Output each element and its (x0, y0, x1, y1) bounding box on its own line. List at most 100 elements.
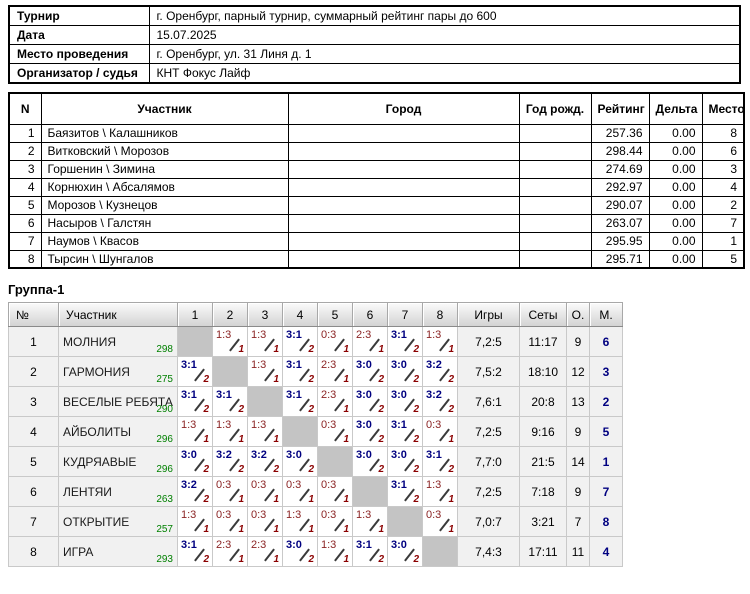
team-rating: 296 (156, 464, 173, 475)
match-score: 3:0 (356, 359, 372, 371)
match-score: 3:0 (356, 449, 372, 461)
team-name: ВЕСЕЛЫЕ РЕБЯТА (63, 394, 173, 409)
team-cell: АЙБОЛИТЫ 296 (58, 416, 178, 447)
team-points-total: 9 (566, 476, 590, 507)
participants-header-row: N Участник Город Год рожд. Рейтинг Дельта Мест… (8, 92, 745, 125)
participants-column-header: Дельта (648, 92, 703, 125)
group-column-header: 8 (422, 302, 458, 327)
team-place: 1 (589, 446, 623, 477)
match-score: 0:3 (426, 419, 442, 431)
participant-number: 4 (8, 177, 42, 197)
match-score: 1:3 (356, 509, 372, 521)
info-row: Место проведения г. Оренбург, ул. 31 Линя… (8, 44, 741, 64)
group-column-header: 5 (317, 302, 353, 327)
match-points: 2 (308, 344, 314, 355)
match-score: 3:0 (356, 419, 372, 431)
match-points: 2 (413, 554, 419, 565)
match-result-cell: 0:3 1 (282, 476, 318, 507)
match-result-cell: 1:3 1 (212, 326, 248, 357)
participant-delta: 0.00 (648, 195, 703, 215)
participant-name: Наумов \ Квасов (40, 231, 289, 251)
match-result-cell: 2:3 1 (352, 326, 388, 357)
team-number: 7 (8, 506, 59, 537)
participant-name: Насыров \ Галстян (40, 213, 289, 233)
match-score: 3:1 (426, 449, 442, 461)
participant-row: 5 Морозов \ Кузнецов 290.07 0.00 2 (8, 195, 745, 215)
team-place: 5 (589, 416, 623, 447)
match-result-cell: 1:3 1 (422, 326, 458, 357)
match-result-cell: 0:3 1 (212, 476, 248, 507)
group-row: 2 ГАРМОНИЯ 275 3:1 2 1:3 1 3:1 2 2:3 1 3:0 2 3:0 2 3:2 2… (8, 356, 623, 387)
match-points: 2 (413, 404, 419, 415)
participant-place: 5 (701, 249, 745, 269)
team-sets: 7:18 (519, 476, 567, 507)
participant-city (287, 249, 520, 269)
match-points: 2 (378, 554, 384, 565)
participant-rating: 298.44 (590, 141, 650, 161)
match-points: 1 (378, 524, 384, 535)
participant-row: 7 Наумов \ Квасов 295.95 0.00 1 (8, 231, 745, 251)
match-result-cell: 2:3 1 (247, 536, 283, 567)
group-row: 3 ВЕСЕЛЫЕ РЕБЯТА 290 3:1 2 3:1 2 3:1 2 2:3 1 3:0 2 3:… (8, 386, 623, 417)
match-score: 3:1 (286, 359, 302, 371)
match-score: 3:1 (391, 479, 407, 491)
match-result-cell: 0:3 1 (422, 506, 458, 537)
participant-place: 6 (701, 141, 745, 161)
team-place: 3 (589, 356, 623, 387)
match-points: 1 (273, 524, 279, 535)
match-result-cell: 3:1 2 (212, 386, 248, 417)
participants-table: N Участник Город Год рожд. Рейтинг Дельта Мест… (8, 92, 745, 269)
team-cell: КУДРЯАВЫЕ 296 (58, 446, 178, 477)
team-sets: 20:8 (519, 386, 567, 417)
match-result-cell: 3:2 2 (212, 446, 248, 477)
group-table-body: 1 МОЛНИЯ 298 1:3 1 1:3 1 3:1 2 0:3 1 2:3 1 3:1 2 1:3 1 7,… (8, 326, 623, 567)
match-score: 3:2 (216, 449, 232, 461)
diagonal-cell (282, 416, 318, 447)
match-score: 3:1 (356, 539, 372, 551)
match-score: 3:1 (286, 389, 302, 401)
team-games: 7,5:2 (457, 356, 520, 387)
team-number: 3 (8, 386, 59, 417)
match-score: 2:3 (321, 389, 337, 401)
team-name: ИГРА (63, 544, 94, 559)
match-result-cell: 1:3 1 (282, 506, 318, 537)
match-score: 1:3 (216, 329, 232, 341)
participant-place: 2 (701, 195, 745, 215)
match-score: 3:1 (286, 329, 302, 341)
match-result-cell: 0:3 1 (317, 326, 353, 357)
match-result-cell: 3:0 2 (387, 446, 423, 477)
info-row: Организатор / судья КНТ Фокус Лайф (8, 63, 741, 84)
participant-place: 3 (701, 159, 745, 179)
info-row: Дата 15.07.2025 (8, 25, 741, 45)
match-score: 3:2 (426, 389, 442, 401)
match-result-cell: 3:0 2 (282, 536, 318, 567)
match-points: 2 (448, 404, 454, 415)
participants-column-header: Место (701, 92, 745, 125)
participant-delta: 0.00 (648, 213, 703, 233)
match-points: 2 (203, 554, 209, 565)
match-points: 2 (308, 374, 314, 385)
team-cell: ЛЕНТЯИ 263 (58, 476, 178, 507)
team-cell: ГАРМОНИЯ 275 (58, 356, 178, 387)
team-sets: 3:21 (519, 506, 567, 537)
team-games: 7,2:5 (457, 416, 520, 447)
team-number: 2 (8, 356, 59, 387)
match-score: 3:2 (181, 479, 197, 491)
participant-rating: 295.71 (590, 249, 650, 269)
participant-city (287, 195, 520, 215)
team-games: 7,6:1 (457, 386, 520, 417)
match-points: 2 (413, 434, 419, 445)
info-row: Турнир г. Оренбург, парный турнир, суммар… (8, 5, 741, 26)
match-points: 1 (448, 344, 454, 355)
group-row: 1 МОЛНИЯ 298 1:3 1 1:3 1 3:1 2 0:3 1 2:3 1 3:1 2 1:3 1 7,… (8, 326, 623, 357)
participant-city (287, 231, 520, 251)
team-place: 6 (589, 326, 623, 357)
participant-row: 8 Тырсин \ Шунгалов 295.71 0.00 5 (8, 249, 745, 269)
match-points: 1 (378, 344, 384, 355)
match-points: 1 (238, 434, 244, 445)
participants-column-header: Рейтинг (590, 92, 650, 125)
match-points: 1 (238, 344, 244, 355)
match-points: 1 (448, 434, 454, 445)
info-label: Организатор / судья (8, 63, 150, 84)
